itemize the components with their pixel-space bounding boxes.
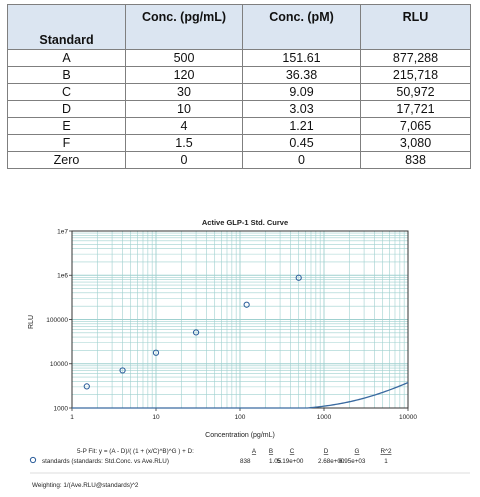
cell-rlu: 3,080 xyxy=(360,134,471,152)
legend-param-header: G xyxy=(355,448,360,455)
y-axis-label: RLU xyxy=(28,315,35,329)
cell-conc-pm: 9.09 xyxy=(242,83,361,101)
x-tick-label: 100 xyxy=(235,414,246,421)
cell-conc-pm: 0.45 xyxy=(242,134,361,152)
cell-rlu: 17,721 xyxy=(360,100,471,118)
y-tick-label: 100000 xyxy=(46,317,68,324)
x-tick-label: 10 xyxy=(152,414,160,421)
legend-param-header: D xyxy=(324,448,329,455)
legend-param-header: C xyxy=(290,448,295,455)
x-tick-label: 1 xyxy=(70,414,74,421)
weighting-text: Weighting: 1/(Ave.RLU@standards)^2 xyxy=(32,482,139,489)
table-row: D 10 3.03 17,721 xyxy=(7,100,471,118)
legend-param-value: 5.19e+00 xyxy=(277,458,304,465)
cell-rlu: 50,972 xyxy=(360,83,471,101)
legend-param-value: 2.68e+00 xyxy=(318,458,345,465)
data-point xyxy=(295,274,302,281)
legend-marker xyxy=(29,456,37,464)
cell-standard: A xyxy=(7,49,126,67)
cell-rlu: 7,065 xyxy=(360,117,471,135)
cell-standard: D xyxy=(7,100,126,118)
cell-conc-pgml: 1.5 xyxy=(125,134,243,152)
data-point xyxy=(119,367,126,374)
fit-curve xyxy=(72,381,409,409)
x-tick-label: 1000 xyxy=(317,414,332,421)
table-row: F 1.5 0.45 3,080 xyxy=(7,134,471,152)
col-header-conc-pm: Conc. (pM) xyxy=(242,4,361,50)
cell-conc-pm: 0 xyxy=(242,151,361,169)
cell-conc-pgml: 30 xyxy=(125,83,243,101)
table-row: E 4 1.21 7,065 xyxy=(7,117,471,135)
tick-labels: 1 10 100 1000 10000 1000 10000 100000 1e6 1e7 xyxy=(46,228,417,421)
standard-curve-chart: 1 10 100 1000 10000 1000 10000 100000 1e6 1e7 Act… xyxy=(28,218,470,489)
legend-param-value: 838 xyxy=(240,458,251,465)
col-header-standard: Standard xyxy=(7,4,126,50)
table-row: A 500 151.61 877,288 xyxy=(7,49,471,67)
chart-grid xyxy=(72,231,408,408)
cell-rlu: 215,718 xyxy=(360,66,471,84)
cell-conc-pm: 151.61 xyxy=(242,49,361,67)
cell-conc-pgml: 120 xyxy=(125,66,243,84)
axis-ticks xyxy=(69,230,409,411)
cell-rlu: 877,288 xyxy=(360,49,471,67)
legend-series-text: standards (standards: Std.Conc. vs Ave.R… xyxy=(42,458,169,465)
cell-standard: C xyxy=(7,83,126,101)
table-row: C 30 9.09 50,972 xyxy=(7,83,471,101)
cell-standard: Zero xyxy=(7,151,126,169)
cell-conc-pgml: 4 xyxy=(125,117,243,135)
cell-standard: F xyxy=(7,134,126,152)
y-tick-label: 10000 xyxy=(50,361,68,368)
legend-param-value: 1 xyxy=(384,458,388,465)
table-row: Zero 0 0 838 xyxy=(7,151,471,169)
legend-param-header: R^2 xyxy=(380,448,392,455)
data-point xyxy=(192,329,200,336)
legend-param-header: A xyxy=(252,448,257,455)
chart-title: Active GLP-1 Std. Curve xyxy=(202,218,288,227)
data-point xyxy=(83,383,90,390)
legend-params: A B C D G R^2 838 1.055.19e+00 2.68e+006.95e+03 1 xyxy=(240,448,392,465)
cell-conc-pgml: 0 xyxy=(125,151,243,169)
col-header-conc-pgml: Conc. (pg/mL) xyxy=(125,4,243,50)
cell-conc-pm: 3.03 xyxy=(242,100,361,118)
cell-rlu: 838 xyxy=(360,151,471,169)
legend-param-value: 1.05 xyxy=(269,458,282,465)
col-header-rlu: RLU xyxy=(360,4,471,50)
x-tick-label: 10000 xyxy=(399,414,417,421)
table-header-row: Standard Conc. (pg/mL) Conc. (pM) RLU xyxy=(7,4,471,50)
data-point xyxy=(152,349,160,356)
data-point xyxy=(243,301,250,308)
cell-conc-pgml: 500 xyxy=(125,49,243,67)
legend-param-header: B xyxy=(269,448,273,455)
cell-conc-pm: 36.38 xyxy=(242,66,361,84)
y-tick-label: 1e6 xyxy=(57,273,68,280)
cell-conc-pgml: 10 xyxy=(125,100,243,118)
data-markers xyxy=(83,274,302,390)
table-row: B 120 36.38 215,718 xyxy=(7,66,471,84)
legend-fit-text: 5-P Fit: y = (A - D)/( (1 + (x/C)^B)^G )… xyxy=(77,448,194,455)
y-tick-label: 1000 xyxy=(54,405,69,412)
cell-standard: B xyxy=(7,66,126,84)
legend-param-value: 6.95e+03 xyxy=(339,458,366,465)
x-axis-label: Concentration (pg/mL) xyxy=(205,432,275,439)
cell-standard: E xyxy=(7,117,126,135)
y-tick-label: 1e7 xyxy=(57,228,68,235)
cell-conc-pm: 1.21 xyxy=(242,117,361,135)
